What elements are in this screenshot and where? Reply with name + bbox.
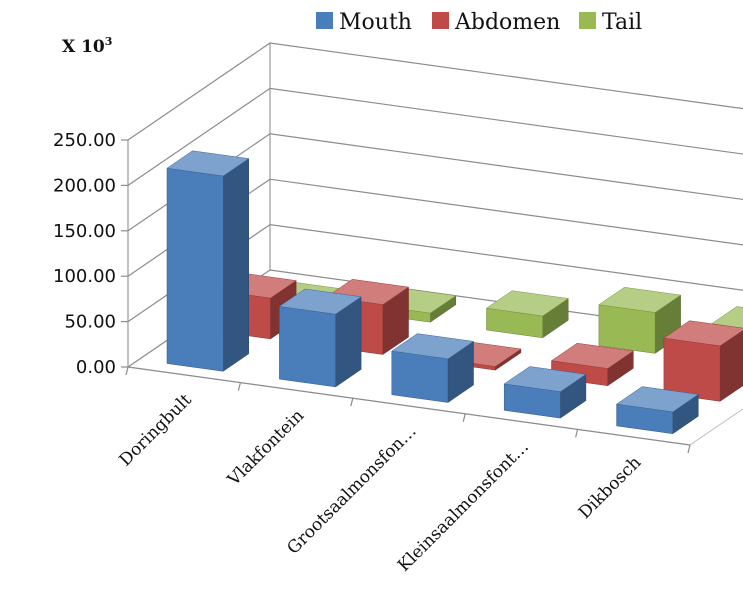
y-tick-label: 200.00 bbox=[53, 175, 116, 196]
bar-side-face bbox=[222, 158, 249, 372]
gridline bbox=[127, 42, 743, 141]
y-tick-label: 50.00 bbox=[64, 312, 116, 333]
bar-top-face bbox=[663, 320, 743, 347]
x-category-label: Kleinsaalmonsfont… bbox=[394, 437, 533, 576]
bar-front-face bbox=[391, 350, 449, 403]
x-category-label: Doringbult bbox=[116, 390, 196, 470]
bar-top-face bbox=[503, 366, 587, 392]
bars bbox=[166, 150, 743, 435]
bar-front-face bbox=[166, 167, 224, 372]
x-tick-mark bbox=[575, 429, 579, 438]
bar-top-face bbox=[278, 288, 362, 315]
x-category-label: Grootsaalmonsfon… bbox=[283, 421, 420, 558]
x-tick-mark bbox=[125, 366, 129, 376]
y-tick-label: 100.00 bbox=[53, 266, 116, 287]
bar-top-face bbox=[391, 333, 475, 360]
bar-tail bbox=[485, 290, 569, 339]
y-tick-label: 250.00 bbox=[53, 130, 116, 151]
x-tick-mark bbox=[687, 444, 691, 454]
y-tick-label: 0.00 bbox=[76, 357, 116, 378]
bar-mouth bbox=[391, 333, 475, 403]
legend-label-abdomen: Abdomen bbox=[454, 10, 560, 35]
bar-mouth bbox=[503, 366, 587, 419]
y-unit-label: X 103 bbox=[62, 35, 112, 57]
x-tick-mark bbox=[237, 382, 241, 391]
x-category-label: Dikbosch bbox=[575, 453, 646, 524]
bar-mouth bbox=[166, 150, 250, 372]
x-category-label: Vlakfontein bbox=[223, 406, 308, 491]
bar-top-face bbox=[598, 287, 682, 313]
gridline bbox=[127, 87, 743, 186]
legend-swatch-tail bbox=[579, 12, 596, 29]
y-axis: 0.00 50.00 100.00 150.00 200.00 250.00 bbox=[53, 130, 128, 378]
x-tick-mark bbox=[462, 413, 466, 422]
legend-swatch-mouth bbox=[316, 12, 333, 29]
bar-abdomen bbox=[663, 320, 743, 402]
bar-top-face bbox=[615, 386, 699, 413]
bar-top-face bbox=[166, 150, 250, 177]
bar-top-face bbox=[710, 306, 743, 329]
bar-top-face bbox=[485, 290, 569, 317]
bar-top-face bbox=[550, 342, 634, 369]
bar-front-face bbox=[598, 304, 656, 354]
bar-front-face bbox=[279, 306, 336, 388]
bar-tail bbox=[598, 287, 682, 354]
legend-label-mouth: Mouth bbox=[339, 10, 412, 35]
legend: Mouth Abdomen Tail bbox=[316, 10, 642, 35]
legend-swatch-abdomen bbox=[432, 12, 449, 29]
bar-mouth bbox=[615, 386, 699, 435]
bar-mouth bbox=[278, 288, 362, 388]
y-tick-label: 150.00 bbox=[53, 221, 116, 242]
x-axis-line bbox=[127, 366, 691, 446]
x-tick-mark bbox=[350, 398, 354, 407]
legend-label-tail: Tail bbox=[602, 10, 642, 35]
